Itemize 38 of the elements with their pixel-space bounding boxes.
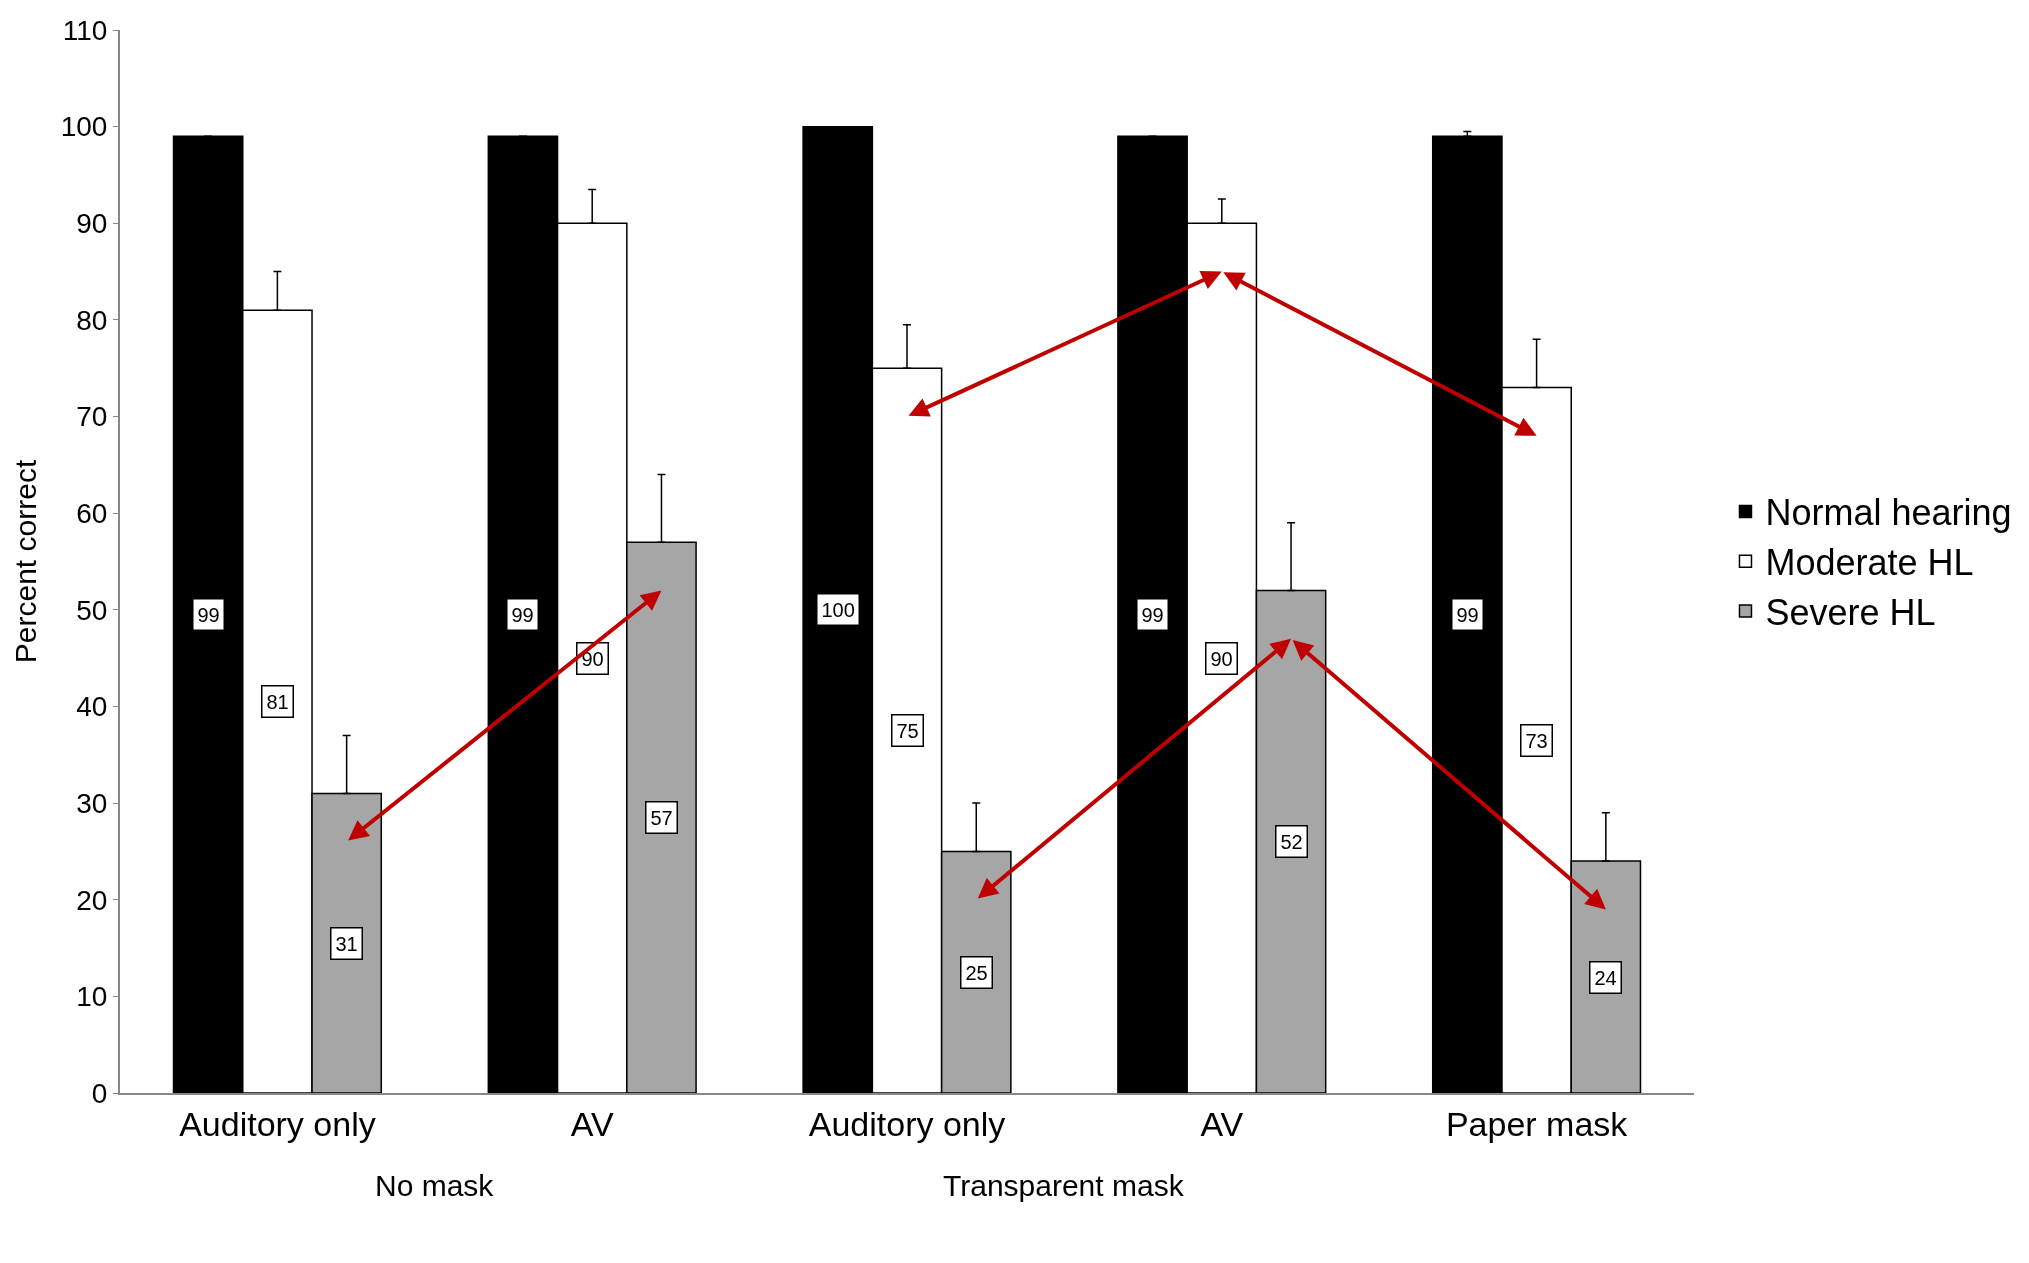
legend-label: Normal hearing <box>1765 492 2012 534</box>
x-tick-label: AV <box>1200 1104 1244 1143</box>
data-label: 57 <box>650 806 673 829</box>
text: Transparent mask <box>943 1169 1185 1202</box>
y-tick-label: 0 <box>91 1077 108 1109</box>
data-label: 99 <box>197 603 220 626</box>
data-label: 100 <box>821 598 855 621</box>
data-label: 52 <box>1280 830 1303 853</box>
y-tick-label: 100 <box>60 111 108 143</box>
data-label: 90 <box>581 647 604 670</box>
data-label: 25 <box>965 961 988 984</box>
legend-label: Moderate HL <box>1765 542 1974 584</box>
data-label: 99 <box>511 603 534 626</box>
y-tick-label: 40 <box>76 691 108 723</box>
y-axis-title: Percent correct <box>9 459 43 664</box>
y-tick-label: 10 <box>76 981 108 1013</box>
legend-label: Severe HL <box>1765 592 1936 634</box>
data-label: 90 <box>1210 647 1233 670</box>
x-tick-label: AV <box>570 1104 614 1143</box>
data-label: 81 <box>266 690 289 713</box>
y-tick-label: 80 <box>76 304 108 336</box>
text: No mask <box>375 1169 495 1202</box>
data-label: 99 <box>1141 603 1164 626</box>
x-tick-label: Paper mask <box>1445 1104 1629 1143</box>
data-label: 75 <box>896 719 919 742</box>
x-tick-label: Auditory only <box>179 1104 376 1143</box>
x-tick-label: Auditory only <box>808 1104 1006 1143</box>
y-tick-label: 30 <box>76 787 108 819</box>
y-tick-label: 20 <box>76 884 108 916</box>
y-tick-label: 90 <box>76 208 108 240</box>
y-tick-label: 110 <box>62 14 108 46</box>
data-label: 99 <box>1456 603 1479 626</box>
y-tick-label: 70 <box>76 401 108 433</box>
y-tick-label: 60 <box>76 497 108 529</box>
y-tick-label: 50 <box>76 594 108 626</box>
data-label: 73 <box>1525 729 1548 752</box>
data-label: 24 <box>1594 966 1617 989</box>
data-label: 31 <box>335 932 358 955</box>
